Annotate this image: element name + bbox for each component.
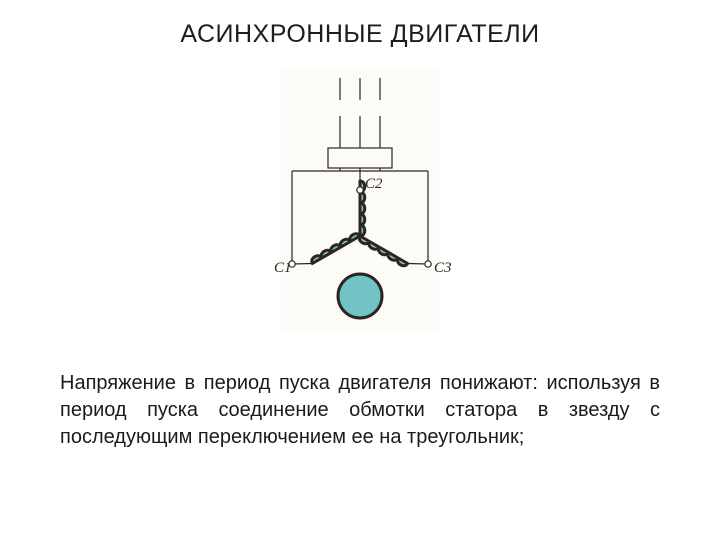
- motor-wy-diagram: C1 C2 C3: [220, 70, 500, 340]
- svg-text:C1: C1: [274, 260, 292, 276]
- page-title: АСИНХРОННЫЕ ДВИГАТЕЛИ: [0, 20, 720, 49]
- svg-text:C2: C2: [365, 176, 383, 192]
- body-paragraph: Напряжение в период пуска двигателя пони…: [60, 370, 660, 451]
- svg-text:C3: C3: [434, 260, 452, 276]
